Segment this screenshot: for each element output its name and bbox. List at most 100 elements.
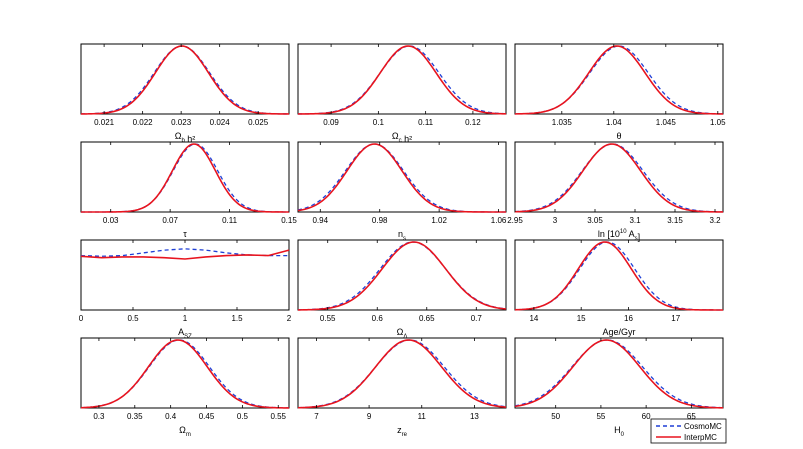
curve-interpmc: [297, 241, 507, 311]
curve-interpmc: [514, 45, 724, 115]
x-tick-label: 1.06: [491, 216, 507, 225]
x-tick-label: 0.3: [93, 412, 105, 421]
panel-3: 1.035 1.04 1.045 1.05 θ: [514, 43, 726, 141]
panel-2: 0.09 0.1 0.11 0.12 Ωc h²: [297, 43, 507, 144]
panel-frame: [514, 337, 724, 409]
x-tick-label: 50: [551, 412, 560, 421]
curve-cosmomc: [514, 143, 724, 213]
x-tick-label: 15: [577, 314, 586, 323]
label-sub: 0: [621, 432, 625, 438]
label-main: τ: [183, 229, 187, 239]
x-axis-label: τ: [183, 229, 187, 239]
curve-interpmc: [297, 45, 507, 115]
x-tick-label: 0.09: [323, 118, 339, 127]
panel-5: 0.94 0.98 1.02 1.06 ns: [297, 141, 507, 242]
label-main: n: [398, 229, 403, 239]
curve-cosmomc: [297, 339, 507, 409]
x-tick-label: 1.05: [710, 118, 726, 127]
x-tick-label: 0.024: [210, 118, 231, 127]
panel-11: 7 9 11 13 zre: [297, 337, 507, 438]
x-tick-label: 3.15: [667, 216, 683, 225]
x-tick-label: 60: [642, 412, 651, 421]
x-tick-label: 0.55: [270, 412, 286, 421]
x-tick-label: 0.07: [162, 216, 178, 225]
panel-10: 0.3 0.35 0.4 0.45 0.5 0.55 Ωm: [80, 337, 290, 438]
curve-cosmomc: [297, 45, 507, 115]
x-axis-label: Ωm: [179, 425, 191, 438]
x-tick-label: 3.1: [629, 216, 641, 225]
x-tick-label: 3: [553, 216, 558, 225]
x-tick-label: 0.35: [127, 412, 143, 421]
label-sub: re: [402, 432, 408, 438]
label-sub: b: [181, 138, 185, 144]
curve-cosmomc: [514, 339, 724, 409]
x-tick-label: 7: [314, 412, 319, 421]
x-axis-label: zre: [397, 425, 407, 438]
x-tick-label: 9: [367, 412, 372, 421]
x-axis-label: ns: [398, 229, 406, 242]
panel-12: 50 55 60 65 H0: [514, 337, 724, 438]
x-tick-label: 3.05: [587, 216, 603, 225]
panel-frame: [80, 43, 290, 115]
label-rest: h²: [185, 134, 196, 144]
panel-frame: [514, 239, 724, 311]
x-tick-label: 16: [624, 314, 633, 323]
x-axis-label: θ: [616, 131, 621, 141]
panel-frame: [514, 43, 724, 115]
panel-9: 14 15 16 17 Age/Gyr: [514, 239, 724, 337]
panel-7: 0 0.5 1 1.5 2 ASZ: [79, 239, 292, 340]
x-axis-label: ASZ: [178, 327, 192, 340]
x-tick-label: 0.15: [281, 216, 297, 225]
panel-frame: [80, 337, 290, 409]
label-main: H: [614, 425, 621, 435]
label-sub: c: [399, 138, 402, 144]
x-tick-label: 0.45: [199, 412, 215, 421]
x-tick-label: 0.1: [373, 118, 385, 127]
x-tick-label: 13: [470, 412, 479, 421]
x-tick-label: 0.7: [471, 314, 483, 323]
panel-4: 0.03 0.07 0.11 0.15 τ: [80, 141, 297, 239]
label-main: Ω: [175, 131, 182, 141]
legend: CosmoMC InterpMC: [650, 418, 727, 444]
curve-cosmomc: [297, 143, 506, 213]
x-axis-label: ln [1010 As]: [598, 229, 640, 242]
curve-interpmc: [514, 143, 724, 213]
x-tick-label: 1.04: [606, 118, 622, 127]
x-tick-label: 17: [671, 314, 680, 323]
x-axis-label: H0: [614, 425, 625, 438]
label-main: z: [397, 425, 402, 435]
x-tick-label: 0.023: [171, 118, 192, 127]
curve-cosmomc: [81, 143, 289, 213]
x-tick-label: 11: [418, 412, 427, 421]
curve-interpmc: [514, 241, 723, 311]
x-tick-label: 0.022: [133, 118, 154, 127]
panel-frame: [297, 141, 507, 213]
x-axis-label: Age/Gyr: [602, 327, 635, 337]
x-tick-label: 0.5: [237, 412, 249, 421]
x-tick-label: 1: [183, 314, 188, 323]
x-tick-label: 1.5: [231, 314, 243, 323]
label-sub: s: [403, 236, 406, 242]
x-tick-label: 1.02: [431, 216, 447, 225]
x-tick-label: 1.035: [552, 118, 573, 127]
label-end: ]: [638, 232, 641, 242]
x-tick-label: 0.12: [465, 118, 481, 127]
x-tick-label: 0.4: [165, 412, 177, 421]
label-main: Age/Gyr: [602, 327, 635, 337]
x-tick-label: 0: [79, 314, 84, 323]
x-axis-label: Ωc h²: [392, 131, 412, 144]
x-tick-label: 0.025: [248, 118, 269, 127]
x-tick-label: 0.6: [372, 314, 384, 323]
panel-frame: [80, 239, 290, 311]
panel-frame: [514, 141, 724, 213]
x-tick-label: 0.98: [372, 216, 388, 225]
label-sub: Λ: [403, 334, 407, 340]
label-rest: A: [627, 229, 635, 239]
panel-grid: 0.021 0.022 0.023 0.024 0.025 Ωb h² 0.09 0.1 0.1…: [79, 43, 726, 438]
x-tick-label: 0.021: [94, 118, 115, 127]
label-sub: m: [186, 432, 191, 438]
x-tick-label: 65: [687, 412, 696, 421]
curve-interpmc: [80, 249, 290, 260]
x-tick-label: 0.03: [103, 216, 119, 225]
